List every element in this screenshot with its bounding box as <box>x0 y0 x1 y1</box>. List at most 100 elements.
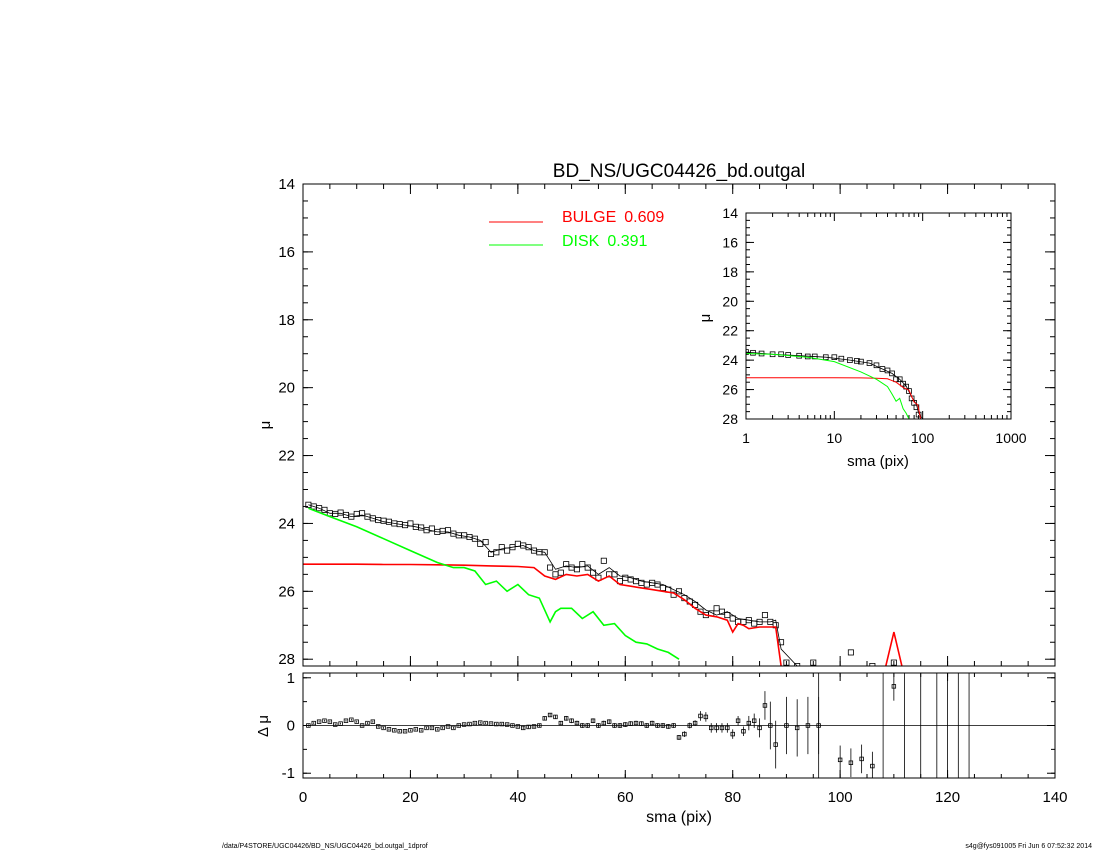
series-residuals-point <box>343 718 349 723</box>
series-residuals-point <box>435 727 440 732</box>
series-residuals-point <box>752 718 757 723</box>
series-residuals-point <box>644 723 649 728</box>
series-residuals-point <box>338 721 343 726</box>
series-residuals-point <box>537 723 542 728</box>
legend-bulge-value: 0.609 <box>624 209 664 226</box>
series-data-point <box>563 561 570 568</box>
series-residuals-point <box>574 720 580 726</box>
series-data-point <box>498 544 505 551</box>
series-residuals-point <box>730 731 735 737</box>
series-residuals-point <box>472 720 478 726</box>
series-data-point <box>827 667 832 672</box>
main-plot-frame <box>302 183 1056 667</box>
series-residuals-point <box>682 731 687 737</box>
series-bulge-line <box>303 563 782 666</box>
series-residuals-point <box>773 742 778 747</box>
y-tick-label: 26 <box>278 583 295 600</box>
footer-path: /data/P4STORE/UGC04426/BD_NS/UGC04426_bd… <box>222 843 428 850</box>
x-tick-label: 60 <box>617 789 634 806</box>
x-tick-label: 20 <box>402 789 419 806</box>
series-residuals-point <box>483 720 488 726</box>
series-residuals-point <box>451 725 456 731</box>
series-residuals-point <box>306 723 311 728</box>
series-data-point <box>643 581 650 588</box>
series-residuals-point <box>601 720 606 726</box>
series-residuals-point <box>424 725 429 731</box>
series-residuals-point <box>655 723 660 728</box>
series-residuals-point <box>521 725 526 731</box>
series-bulge-line <box>746 377 922 419</box>
y-tick-label: 14 <box>722 205 738 221</box>
series-residuals-point <box>709 725 714 731</box>
series-residuals-point <box>531 724 537 729</box>
series-residuals-point <box>633 720 639 726</box>
y-tick-label: 20 <box>278 380 295 397</box>
series-residuals-point <box>494 721 499 727</box>
series-residuals-point <box>666 724 671 729</box>
series-residuals-point <box>671 723 676 728</box>
series-residuals-point <box>408 728 413 733</box>
y-tick-label: 0 <box>287 718 295 735</box>
series-data-point <box>810 659 817 666</box>
series-residuals-point <box>580 723 585 728</box>
y-tick-label: 26 <box>722 382 738 398</box>
main-legend: BULGE 0.609 DISK 0.391 <box>489 209 664 250</box>
main-y-axis-label: μ <box>257 421 274 430</box>
series-residuals-point <box>499 721 504 727</box>
series-model-line <box>308 504 800 666</box>
y-tick-label: -1 <box>282 765 295 782</box>
series-residuals-point <box>349 717 354 722</box>
x-tick-label: 0 <box>299 789 307 806</box>
series-data-point <box>482 539 489 546</box>
series-residuals-point <box>784 723 789 728</box>
series-data-point <box>847 649 854 656</box>
x-tick-label: 140 <box>1042 789 1067 806</box>
series-residuals-point <box>891 684 897 689</box>
series-data-point <box>509 544 516 551</box>
series-residuals-point <box>714 725 719 731</box>
x-tick-label: 80 <box>724 789 741 806</box>
series-data-point <box>713 605 720 612</box>
series-disk-line <box>308 507 680 660</box>
series-residuals-point <box>590 718 596 723</box>
series-data-point <box>504 547 511 554</box>
series-data-point <box>794 663 801 666</box>
inset-axis-ticks: 14 16 18 20 22 24 26 281 10 100 1000 <box>722 205 1026 446</box>
y-tick-label: 1 <box>287 670 295 687</box>
series-data-point <box>697 608 704 615</box>
y-tick-label: 18 <box>278 312 295 329</box>
series-residuals-point <box>322 718 327 723</box>
series-residuals-point <box>698 713 703 719</box>
series-residuals-point <box>585 723 590 728</box>
series-residuals-point <box>837 757 843 763</box>
y-tick-label: 14 <box>278 176 295 193</box>
y-tick-label: 20 <box>722 293 738 309</box>
series-residuals-point <box>870 763 875 769</box>
series-data-point <box>600 557 607 564</box>
y-tick-label: 28 <box>278 651 295 668</box>
series-residuals-point <box>547 712 553 718</box>
series-data-point <box>659 584 666 591</box>
series-data-point <box>493 549 500 556</box>
series-data-point <box>385 518 392 525</box>
series-residuals-point <box>375 724 381 729</box>
y-tick-label: 24 <box>722 352 738 368</box>
series-data-point <box>783 659 790 666</box>
series-data-point <box>557 569 564 576</box>
series-residuals-point <box>542 716 547 721</box>
series-residuals-point <box>553 714 558 720</box>
series-data-point <box>896 376 903 383</box>
series-residuals-point <box>617 723 623 728</box>
series-data-point <box>445 527 452 534</box>
series-data-point <box>906 388 912 394</box>
y-tick-label: 24 <box>278 515 295 532</box>
inset-plot-frame <box>745 212 1012 420</box>
series-data-point <box>831 354 838 360</box>
series-data-point <box>724 612 731 619</box>
series-data-point <box>332 510 339 517</box>
series-residuals-point <box>623 722 628 727</box>
series-residuals-point <box>596 723 601 728</box>
series-residuals-point <box>445 724 451 729</box>
series-residuals-point <box>510 723 515 728</box>
